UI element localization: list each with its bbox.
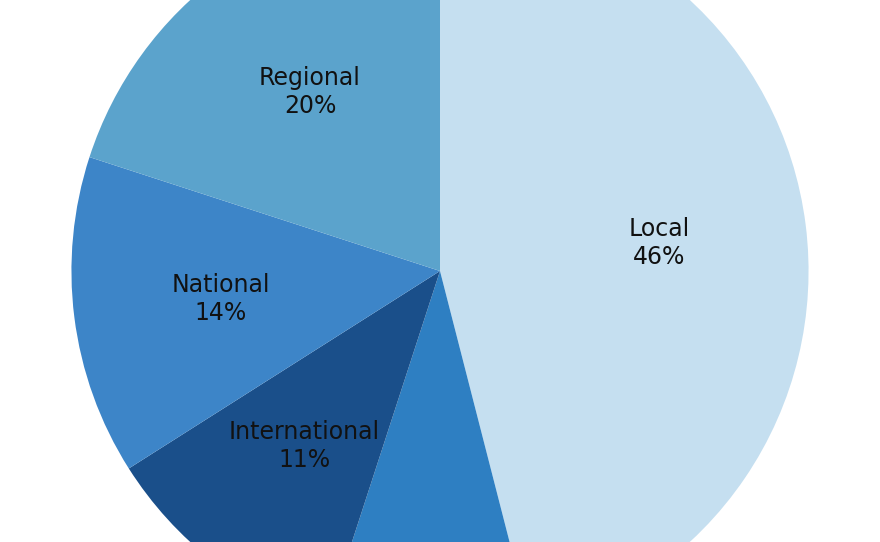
Wedge shape — [71, 157, 440, 468]
Text: International
11%: International 11% — [229, 420, 380, 472]
Wedge shape — [90, 0, 440, 271]
Wedge shape — [326, 271, 532, 542]
Text: Local
46%: Local 46% — [629, 217, 690, 269]
Text: Regional
20%: Regional 20% — [259, 66, 361, 118]
Wedge shape — [440, 0, 809, 542]
Text: National
14%: National 14% — [172, 273, 270, 325]
Wedge shape — [128, 271, 440, 542]
